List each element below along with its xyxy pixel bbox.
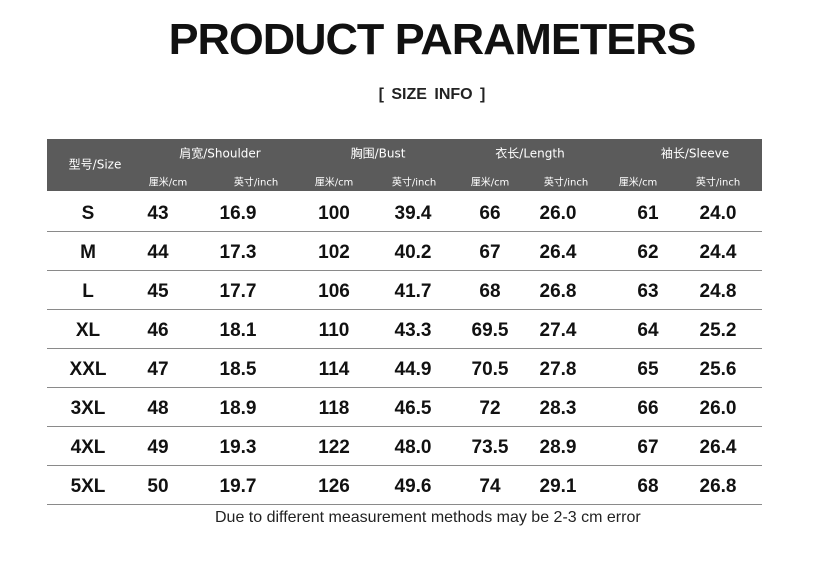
value-cell: 47 bbox=[147, 359, 169, 380]
value-cell: 69.5 bbox=[471, 320, 509, 341]
value-cell: 44 bbox=[147, 242, 169, 263]
row-rule bbox=[47, 387, 762, 388]
value-cell: 114 bbox=[318, 359, 350, 380]
value-cell: 28.9 bbox=[539, 437, 577, 458]
value-cell: 44.9 bbox=[394, 359, 432, 380]
title: PRODUCT PARAMETERS bbox=[168, 15, 697, 64]
unit-header: 英寸/inch bbox=[391, 177, 437, 189]
row-rule bbox=[47, 231, 762, 232]
note: Due to different measurement methods may… bbox=[215, 509, 641, 526]
unit-header: 厘米/cm bbox=[314, 177, 354, 189]
value-cell: 25.2 bbox=[699, 320, 737, 341]
row-rule bbox=[47, 465, 762, 466]
value-cell: 67 bbox=[637, 437, 659, 458]
value-cell: 67 bbox=[479, 242, 501, 263]
value-cell: 66 bbox=[637, 398, 659, 419]
row-rule bbox=[47, 504, 762, 505]
group-header: 肩宽/Shoulder bbox=[179, 146, 261, 161]
value-cell: 19.3 bbox=[219, 437, 257, 458]
value-cell: 24.8 bbox=[699, 281, 737, 302]
value-cell: 48.0 bbox=[394, 437, 432, 458]
value-cell: 26.0 bbox=[539, 203, 577, 224]
value-cell: 26.0 bbox=[699, 398, 737, 419]
value-cell: 64 bbox=[637, 320, 659, 341]
group-header: 衣长/Length bbox=[495, 146, 565, 161]
value-cell: 26.8 bbox=[699, 476, 737, 497]
value-cell: 66 bbox=[479, 203, 501, 224]
value-cell: 16.9 bbox=[219, 203, 257, 224]
value-cell: 46.5 bbox=[394, 398, 432, 419]
value-cell: 43 bbox=[147, 203, 169, 224]
value-cell: 63 bbox=[637, 281, 659, 302]
subtitle: [ SIZE INFO ] bbox=[378, 86, 486, 103]
value-cell: 68 bbox=[637, 476, 659, 497]
size-cell: XL bbox=[75, 320, 101, 341]
value-cell: 118 bbox=[318, 398, 350, 419]
size-cell: 5XL bbox=[70, 476, 106, 497]
value-cell: 39.4 bbox=[394, 203, 432, 224]
value-cell: 40.2 bbox=[394, 242, 432, 263]
size-cell: M bbox=[80, 242, 96, 263]
unit-header: 英寸/inch bbox=[543, 177, 589, 189]
value-cell: 126 bbox=[318, 476, 350, 497]
value-cell: 61 bbox=[637, 203, 659, 224]
value-cell: 41.7 bbox=[394, 281, 432, 302]
value-cell: 27.8 bbox=[539, 359, 577, 380]
size-cell: L bbox=[82, 281, 94, 302]
value-cell: 100 bbox=[318, 203, 350, 224]
value-cell: 62 bbox=[637, 242, 659, 263]
row-rule bbox=[47, 270, 762, 271]
value-cell: 49 bbox=[147, 437, 169, 458]
value-cell: 26.8 bbox=[539, 281, 577, 302]
value-cell: 26.4 bbox=[699, 437, 737, 458]
value-cell: 27.4 bbox=[539, 320, 577, 341]
value-cell: 74 bbox=[479, 476, 501, 497]
value-cell: 26.4 bbox=[539, 242, 577, 263]
value-cell: 46 bbox=[147, 320, 169, 341]
value-cell: 72 bbox=[479, 398, 501, 419]
size-cell: XXL bbox=[69, 359, 107, 380]
row-rule bbox=[47, 309, 762, 310]
value-cell: 110 bbox=[318, 320, 350, 341]
value-cell: 18.9 bbox=[219, 398, 257, 419]
value-cell: 17.7 bbox=[219, 281, 257, 302]
value-cell: 28.3 bbox=[539, 398, 577, 419]
value-cell: 18.5 bbox=[219, 359, 257, 380]
group-header: 胸围/Bust bbox=[350, 146, 406, 161]
value-cell: 68 bbox=[479, 281, 501, 302]
size-cell: S bbox=[81, 203, 95, 224]
unit-header: 厘米/cm bbox=[470, 177, 510, 189]
table-header bbox=[47, 139, 762, 191]
unit-header: 英寸/inch bbox=[233, 177, 279, 189]
value-cell: 48 bbox=[147, 398, 169, 419]
group-header: 袖长/Sleeve bbox=[660, 146, 730, 161]
row-rule bbox=[47, 426, 762, 427]
value-cell: 70.5 bbox=[471, 359, 509, 380]
size-header: 型号/Size bbox=[68, 157, 122, 172]
value-cell: 45 bbox=[147, 281, 169, 302]
value-cell: 29.1 bbox=[539, 476, 577, 497]
value-cell: 73.5 bbox=[471, 437, 509, 458]
value-cell: 49.6 bbox=[394, 476, 432, 497]
value-cell: 106 bbox=[318, 281, 350, 302]
size-cell: 4XL bbox=[70, 437, 106, 458]
value-cell: 65 bbox=[637, 359, 659, 380]
unit-header: 英寸/inch bbox=[695, 177, 741, 189]
value-cell: 24.0 bbox=[699, 203, 737, 224]
value-cell: 50 bbox=[147, 476, 169, 497]
value-cell: 18.1 bbox=[219, 320, 257, 341]
row-rule bbox=[47, 348, 762, 349]
size-cell: 3XL bbox=[70, 398, 106, 419]
value-cell: 24.4 bbox=[699, 242, 737, 263]
value-cell: 25.6 bbox=[699, 359, 737, 380]
unit-header: 厘米/cm bbox=[618, 177, 658, 189]
unit-header: 厘米/cm bbox=[148, 177, 188, 189]
value-cell: 17.3 bbox=[219, 242, 257, 263]
value-cell: 102 bbox=[318, 242, 350, 263]
value-cell: 122 bbox=[318, 437, 350, 458]
value-cell: 43.3 bbox=[394, 320, 432, 341]
value-cell: 19.7 bbox=[219, 476, 257, 497]
